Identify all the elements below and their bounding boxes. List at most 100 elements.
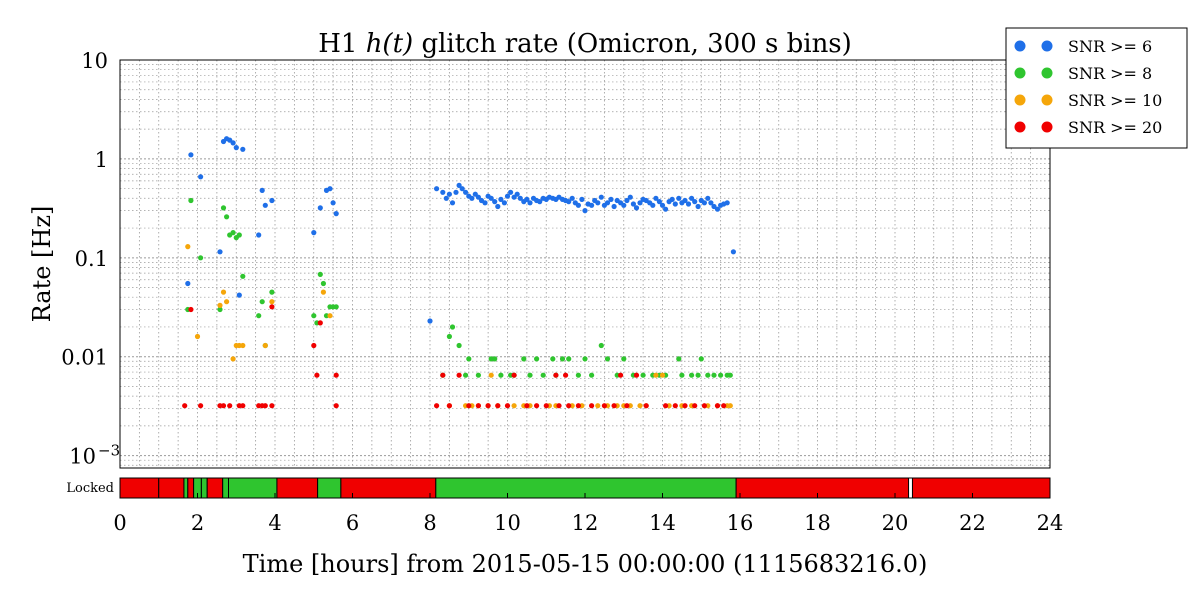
data-point bbox=[566, 356, 572, 362]
data-point bbox=[695, 372, 701, 378]
state-segment-on bbox=[228, 477, 278, 499]
data-point bbox=[495, 403, 501, 409]
data-point bbox=[601, 403, 608, 409]
data-point bbox=[230, 140, 236, 146]
data-point bbox=[633, 205, 640, 211]
legend-entry: SNR >= 10 bbox=[1014, 91, 1162, 110]
data-point bbox=[217, 249, 223, 255]
data-point bbox=[262, 202, 268, 208]
x-tick-label: 22 bbox=[959, 511, 986, 535]
data-point bbox=[604, 356, 611, 362]
data-point bbox=[453, 189, 459, 195]
state-segment-on bbox=[317, 477, 342, 499]
data-point bbox=[643, 403, 649, 409]
data-point bbox=[495, 203, 501, 210]
data-point bbox=[488, 372, 494, 378]
state-segment-off bbox=[187, 477, 195, 499]
data-point bbox=[233, 145, 239, 151]
y-tick-label: 10 bbox=[69, 445, 96, 469]
plot-frame bbox=[119, 59, 1051, 469]
series-4 bbox=[182, 304, 727, 409]
data-point bbox=[721, 403, 727, 409]
data-point bbox=[446, 191, 452, 197]
x-tick-label: 16 bbox=[727, 511, 754, 535]
data-point bbox=[185, 280, 191, 287]
data-point bbox=[511, 372, 517, 378]
state-segment-on bbox=[183, 477, 189, 499]
state-segment-off bbox=[735, 477, 910, 499]
data-point bbox=[618, 372, 624, 378]
data-point bbox=[311, 342, 317, 349]
y-tick-label: 1 bbox=[95, 148, 108, 172]
state-segment-off bbox=[276, 477, 319, 499]
data-point bbox=[504, 193, 511, 199]
data-point bbox=[220, 205, 227, 211]
data-point bbox=[608, 196, 614, 202]
data-point bbox=[514, 191, 520, 197]
data-point bbox=[663, 206, 669, 212]
legend-label: SNR >= 20 bbox=[1068, 118, 1162, 137]
data-point bbox=[563, 372, 569, 378]
data-point bbox=[589, 202, 595, 208]
state-segment-off bbox=[158, 477, 185, 499]
data-point bbox=[534, 356, 540, 362]
data-point bbox=[256, 232, 262, 238]
state-segment-off bbox=[911, 477, 1051, 499]
data-point bbox=[598, 342, 604, 349]
data-point bbox=[182, 403, 188, 409]
data-point bbox=[475, 403, 481, 409]
x-tick-label: 2 bbox=[191, 511, 204, 535]
state-segment-on bbox=[435, 477, 737, 499]
data-point bbox=[492, 356, 498, 362]
state-segment-off bbox=[206, 477, 224, 499]
data-point bbox=[269, 197, 275, 204]
x-tick-label: 18 bbox=[804, 511, 831, 535]
x-axis-label: Time [hours] from 2015-05-15 00:00:00 (1… bbox=[243, 550, 928, 578]
data-point bbox=[672, 403, 678, 409]
data-point bbox=[333, 211, 339, 217]
data-point bbox=[569, 195, 575, 201]
x-tick-label: 6 bbox=[346, 511, 359, 535]
legend-box bbox=[1005, 27, 1188, 149]
data-point bbox=[262, 403, 268, 409]
data-point bbox=[708, 200, 714, 206]
data-point bbox=[692, 199, 698, 205]
data-point bbox=[724, 200, 730, 206]
data-point bbox=[682, 403, 688, 409]
data-point bbox=[330, 200, 336, 206]
legend-entry: SNR >= 8 bbox=[1014, 64, 1152, 83]
data-point bbox=[701, 403, 708, 409]
data-point bbox=[553, 372, 559, 378]
data-point bbox=[466, 356, 472, 362]
data-point bbox=[604, 200, 611, 206]
legend-marker bbox=[1014, 94, 1026, 106]
legend: SNR >= 6 SNR >= 8 SNR >= 10 SNR >= 20 bbox=[1005, 27, 1188, 149]
data-point bbox=[446, 333, 452, 340]
x-tick-label: 8 bbox=[423, 511, 436, 535]
state-segment-on bbox=[222, 477, 229, 499]
data-point bbox=[188, 152, 194, 158]
y-tick-exponent: −3 bbox=[98, 442, 120, 460]
data-point bbox=[663, 403, 669, 409]
data-point bbox=[427, 318, 433, 324]
data-point bbox=[650, 202, 656, 208]
data-point bbox=[194, 333, 201, 340]
data-point bbox=[714, 403, 721, 409]
data-point bbox=[256, 313, 262, 319]
data-point bbox=[320, 280, 326, 287]
data-point bbox=[443, 195, 449, 201]
x-tick-label: 0 bbox=[113, 511, 126, 535]
data-point bbox=[624, 403, 630, 409]
data-point bbox=[227, 403, 233, 409]
data-point bbox=[679, 372, 685, 378]
data-point bbox=[311, 230, 317, 236]
data-point bbox=[485, 403, 491, 409]
data-point bbox=[456, 182, 462, 188]
legend-marker bbox=[1014, 121, 1026, 133]
data-point bbox=[236, 292, 242, 298]
data-point bbox=[317, 320, 323, 326]
legend-marker bbox=[1014, 40, 1026, 52]
data-point bbox=[705, 195, 711, 201]
